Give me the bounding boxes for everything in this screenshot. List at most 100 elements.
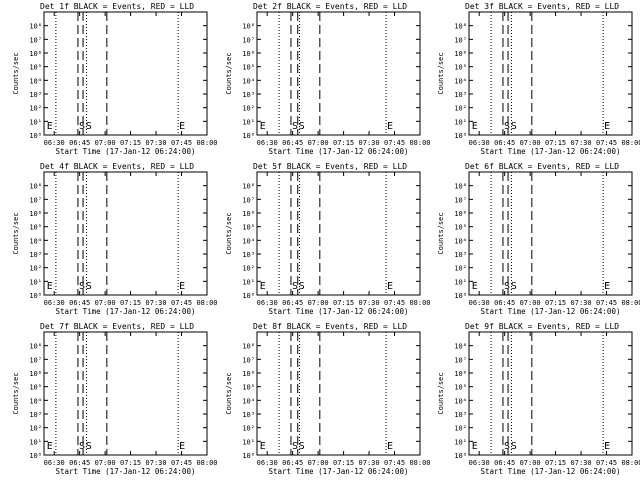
x-tick-label: 06:30 xyxy=(469,299,490,307)
event-marker-label: S xyxy=(79,441,85,452)
y-tick-label: 10⁸ xyxy=(29,23,42,31)
panel-title: Det 6f BLACK = Events, RED = LLD xyxy=(465,162,619,171)
y-tick-label: 10⁸ xyxy=(242,23,255,31)
y-tick-label: 10⁴ xyxy=(454,397,467,405)
y-tick-label: 10³ xyxy=(242,411,255,419)
x-tick-label: 06:30 xyxy=(44,139,65,147)
x-tick-label: 06:45 xyxy=(494,139,515,147)
event-marker-label: E xyxy=(179,281,185,292)
x-tick-label: 07:00 xyxy=(308,299,329,307)
x-tick-label: 07:30 xyxy=(146,459,167,467)
x-tick-label: 07:00 xyxy=(520,459,541,467)
y-tick-label: 10⁷ xyxy=(242,196,255,204)
event-marker-label: E xyxy=(472,121,478,132)
y-tick-label: 10³ xyxy=(29,251,42,259)
panel-title: Det 2f BLACK = Events, RED = LLD xyxy=(253,2,407,11)
y-tick-label: 10³ xyxy=(242,91,255,99)
y-tick-label: 10⁴ xyxy=(242,237,255,245)
y-tick-label: 10⁸ xyxy=(242,343,255,351)
event-marker-label: E xyxy=(604,281,610,292)
event-marker-label: S xyxy=(299,441,305,452)
x-tick-label: 07:00 xyxy=(520,139,541,147)
x-tick-label: 07:30 xyxy=(571,299,592,307)
x-tick-label: 07:30 xyxy=(359,299,380,307)
y-tick-label: 10⁷ xyxy=(454,356,467,364)
y-tick-label: 10² xyxy=(29,425,42,433)
event-marker-label: S xyxy=(504,121,510,132)
plot-frame xyxy=(43,11,208,136)
panel-title: Det 8f BLACK = Events, RED = LLD xyxy=(253,322,407,331)
x-tick-label: 07:45 xyxy=(596,139,617,147)
plot-frame xyxy=(256,171,421,296)
y-axis-label: Counts/sec xyxy=(12,372,20,414)
x-tick-label: 07:30 xyxy=(359,459,380,467)
y-tick-label: 10⁸ xyxy=(454,183,467,191)
x-tick-label: 06:45 xyxy=(494,459,515,467)
x-tick-label: 07:30 xyxy=(146,139,167,147)
x-tick-label: 08:00 xyxy=(621,299,640,307)
x-tick-label: 07:45 xyxy=(384,139,405,147)
y-tick-label: 10⁵ xyxy=(242,64,255,72)
event-marker-label: E xyxy=(604,441,610,452)
panel-title: Det 3f BLACK = Events, RED = LLD xyxy=(465,2,619,11)
x-tick-label: 06:30 xyxy=(257,139,278,147)
x-tick-label: 07:00 xyxy=(95,299,116,307)
y-tick-label: 10⁴ xyxy=(454,77,467,85)
x-tick-label: 08:00 xyxy=(621,139,640,147)
event-marker-label: E xyxy=(260,281,266,292)
x-tick-label: 07:45 xyxy=(596,299,617,307)
x-tick-label: 06:30 xyxy=(44,299,65,307)
detector-panel: Det 1f BLACK = Events, RED = LLD 10⁰ 10¹ 10… xyxy=(12,2,218,156)
x-tick-label: 07:00 xyxy=(520,299,541,307)
plot-frame xyxy=(468,331,633,456)
y-tick-label: 10¹ xyxy=(242,438,255,446)
event-marker-label: E xyxy=(472,441,478,452)
y-tick-label: 10² xyxy=(242,105,255,113)
y-tick-label: 10⁵ xyxy=(454,384,467,392)
y-tick-label: 10⁸ xyxy=(454,343,467,351)
x-axis-label: Start Time (17-Jan-12 06:24:00) xyxy=(481,467,621,476)
y-tick-label: 10⁶ xyxy=(454,210,467,218)
detector-panel: Det 9f BLACK = Events, RED = LLD 10⁰ 10¹ 10… xyxy=(437,322,640,476)
x-tick-label: 07:00 xyxy=(95,139,116,147)
event-marker-label: S xyxy=(511,441,517,452)
y-tick-label: 10⁶ xyxy=(242,210,255,218)
panel-title: Det 4f BLACK = Events, RED = LLD xyxy=(40,162,194,171)
x-axis-label: Start Time (17-Jan-12 06:24:00) xyxy=(269,307,409,316)
y-tick-label: 10⁰ xyxy=(242,452,255,460)
y-axis-label: Counts/sec xyxy=(437,52,445,94)
detector-panel: Det 5f BLACK = Events, RED = LLD 10⁰ 10¹ 10… xyxy=(225,162,431,316)
detector-panel: Det 7f BLACK = Events, RED = LLD 10⁰ 10¹ 10… xyxy=(12,322,218,476)
x-tick-label: 08:00 xyxy=(409,139,430,147)
event-marker-label: S xyxy=(511,121,517,132)
y-tick-label: 10⁵ xyxy=(29,64,42,72)
y-tick-label: 10² xyxy=(454,425,467,433)
y-tick-label: 10³ xyxy=(454,251,467,259)
event-marker-label: E xyxy=(47,281,53,292)
event-marker-label: E xyxy=(387,281,393,292)
x-tick-label: 06:45 xyxy=(69,459,90,467)
detector-panel: Det 8f BLACK = Events, RED = LLD 10⁰ 10¹ 10… xyxy=(225,322,431,476)
plot-frame xyxy=(468,11,633,136)
y-tick-label: 10⁸ xyxy=(242,183,255,191)
event-marker-label: E xyxy=(472,281,478,292)
event-marker-label: S xyxy=(292,441,298,452)
event-marker-label: S xyxy=(79,281,85,292)
x-axis-label: Start Time (17-Jan-12 06:24:00) xyxy=(269,467,409,476)
y-tick-label: 10⁵ xyxy=(454,64,467,72)
y-tick-label: 10⁷ xyxy=(242,356,255,364)
event-marker-label: E xyxy=(387,121,393,132)
y-tick-label: 10⁰ xyxy=(29,132,42,140)
y-axis-label: Counts/sec xyxy=(225,372,233,414)
y-tick-label: 10² xyxy=(29,105,42,113)
y-tick-label: 10³ xyxy=(29,91,42,99)
x-tick-label: 07:30 xyxy=(571,139,592,147)
event-marker-label: S xyxy=(292,281,298,292)
x-tick-label: 07:15 xyxy=(333,139,354,147)
event-marker-label: E xyxy=(179,121,185,132)
y-tick-label: 10⁸ xyxy=(29,343,42,351)
x-tick-label: 07:15 xyxy=(545,139,566,147)
y-tick-label: 10³ xyxy=(242,251,255,259)
x-tick-label: 07:15 xyxy=(545,459,566,467)
x-tick-label: 07:15 xyxy=(120,459,141,467)
